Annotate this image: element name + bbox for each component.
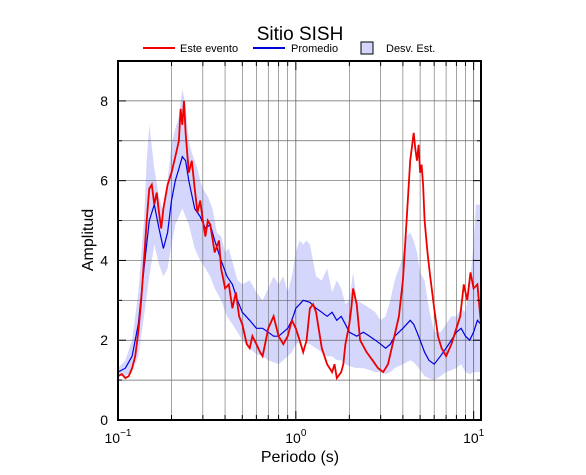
y-tick-label: 4 xyxy=(100,252,108,268)
legend-label-event: Este evento xyxy=(180,43,238,55)
legend-label-average: Promedio xyxy=(291,43,338,55)
legend-item-average: Promedio xyxy=(253,43,338,55)
plot-area xyxy=(117,60,482,421)
legend-item-event: Este evento xyxy=(143,43,238,55)
legend-item-stddev: Desv. Est. xyxy=(360,41,435,55)
x-axis-tick-labels: 10−1 100 101 xyxy=(105,428,485,446)
axis-ticks xyxy=(117,60,481,421)
x-tick-label-exponent: −1 xyxy=(120,428,132,439)
stddev-band xyxy=(118,88,481,381)
legend: Este evento Promedio Desv. Est. xyxy=(143,41,435,55)
x-tick-label: 101 xyxy=(463,428,485,446)
x-tick-label-base: 10 xyxy=(463,430,479,446)
y-tick-label: 6 xyxy=(100,173,108,189)
x-tick-label-base: 10 xyxy=(285,430,301,446)
plot-frame xyxy=(117,60,482,421)
x-tick-label-exponent: 0 xyxy=(301,428,307,439)
chart-title: Sitio SISH xyxy=(257,24,344,45)
x-tick-label-exponent: 1 xyxy=(479,428,485,439)
y-tick-label: 8 xyxy=(100,93,108,109)
y-tick-label: 2 xyxy=(100,332,108,348)
x-tick-label: 10−1 xyxy=(105,428,132,446)
legend-swatch-stddev xyxy=(360,41,374,55)
x-tick-label-base: 10 xyxy=(105,430,121,446)
x-axis-label: Periodo (s) xyxy=(261,449,339,466)
series-event-line xyxy=(117,100,482,381)
y-axis-label: Amplitud xyxy=(80,209,97,271)
series-average-line xyxy=(117,155,482,373)
y-tick-label: 0 xyxy=(100,412,108,428)
legend-label-stddev: Desv. Est. xyxy=(386,43,435,55)
x-tick-label: 100 xyxy=(285,428,307,446)
y-axis-tick-labels: 0 2 4 6 8 xyxy=(100,93,108,428)
